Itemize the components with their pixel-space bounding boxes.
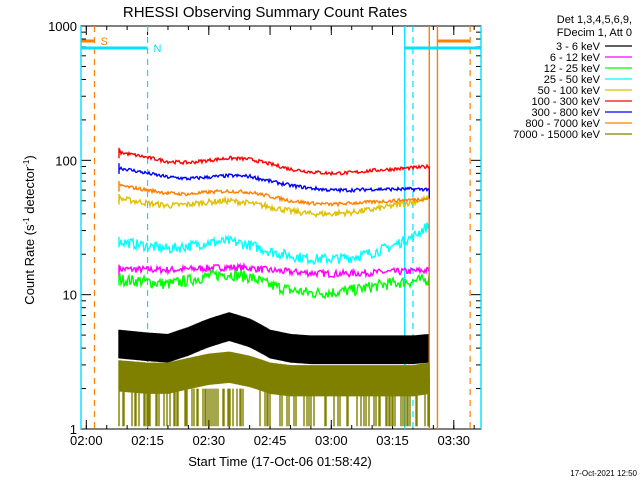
legend-entry-label: 6 - 12 keV — [550, 52, 601, 64]
legend-header-line-1: Det 1,3,4,5,6,9, — [557, 14, 632, 26]
x-tick-label: 02:30 — [193, 433, 226, 448]
legend-entry-label: 12 - 25 keV — [544, 63, 601, 75]
x-tick-label: 03:30 — [438, 433, 471, 448]
x-axis-label: Start Time (17-Oct-06 01:58:42) — [188, 454, 372, 469]
x-tick-label: 03:00 — [315, 433, 348, 448]
chart-title: RHESSI Observing Summary Count Rates — [123, 4, 407, 21]
y-axis-label: Count Rate (s-1 detector-1) — [22, 155, 37, 304]
x-tick-label: 02:00 — [70, 433, 103, 448]
y-tick-label: 100 — [55, 153, 77, 168]
x-tick-label: 02:15 — [131, 433, 164, 448]
x-tick-label: 02:45 — [254, 433, 287, 448]
plot-area: 1 10 100 1000 02:00 02:15 02:30 02:45 03:00 03:15… — [48, 19, 482, 448]
legend-entry-label: 100 - 300 keV — [532, 96, 601, 108]
x-tick-label: 03:15 — [376, 433, 409, 448]
marker-label-s: S — [100, 36, 107, 48]
legend: Det 1,3,4,5,6,9, FDecim 1, Att 0 3 - 6 k… — [513, 14, 632, 141]
marker-label-n: N — [154, 43, 162, 55]
legend-entry-label: 25 - 50 keV — [544, 74, 601, 86]
legend-entry-label: 7000 - 15000 keV — [513, 129, 601, 141]
legend-entry-label: 3 - 6 keV — [556, 41, 601, 53]
legend-header-line-2: FDecim 1, Att 0 — [557, 27, 632, 39]
series-line — [118, 351, 430, 427]
legend-entry-label: 300 - 800 keV — [532, 107, 601, 119]
y-tick-label: 1000 — [48, 19, 77, 34]
series-line — [118, 312, 430, 427]
footer-date: 17-Oct-2021 12:50 — [570, 469, 637, 478]
y-tick-label: 1 — [70, 422, 77, 437]
legend-entry-label: 50 - 100 keV — [538, 85, 601, 97]
y-tick-label: 10 — [63, 288, 77, 303]
legend-entry-label: 800 - 7000 keV — [525, 118, 600, 130]
